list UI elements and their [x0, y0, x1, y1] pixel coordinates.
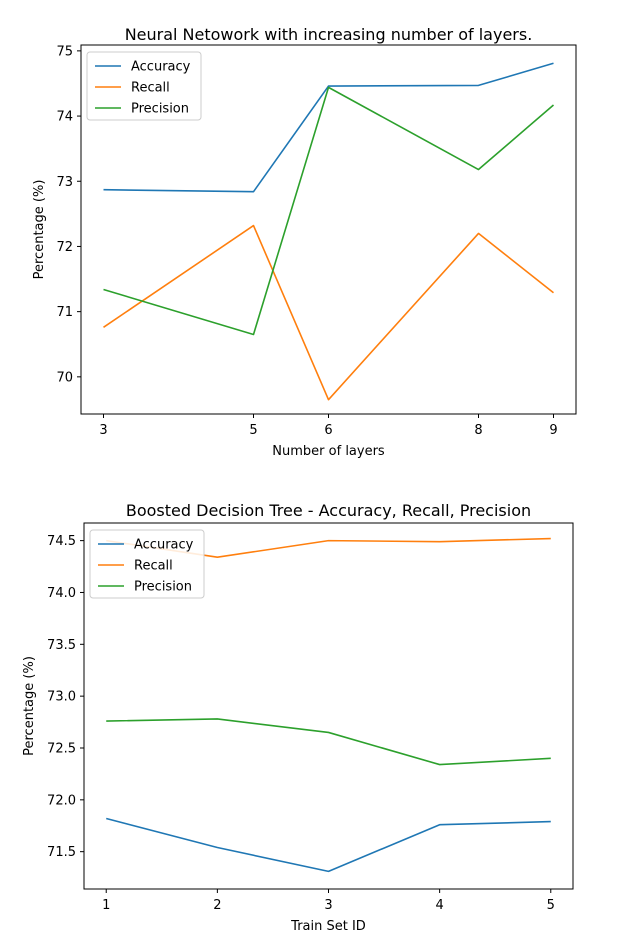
legend-label-accuracy: Accuracy [131, 60, 191, 75]
y-tick-label: 75 [56, 44, 73, 59]
y-tick-label: 71.5 [47, 845, 76, 860]
x-axis-label: Number of layers [272, 444, 385, 459]
y-tick-label: 73 [56, 175, 73, 190]
x-tick-label: 4 [435, 898, 443, 913]
y-axis-label: Percentage (%) [22, 656, 37, 756]
x-axis-label: Train Set ID [290, 919, 366, 934]
neural-network-chart: Neural Netowork with increasing number o… [32, 25, 577, 459]
y-tick-label: 72.0 [47, 793, 76, 808]
x-tick-label: 3 [324, 898, 332, 913]
x-tick-label: 3 [99, 423, 107, 438]
y-tick-label: 71 [56, 305, 73, 320]
y-axis-label: Percentage (%) [32, 180, 47, 280]
chart-title: Boosted Decision Tree - Accuracy, Recall… [126, 501, 531, 520]
y-tick-label: 70 [56, 370, 73, 385]
chart-title: Neural Netowork with increasing number o… [125, 25, 533, 44]
legend-label-recall: Recall [131, 81, 170, 96]
y-tick-label: 72.5 [47, 741, 76, 756]
boosted-decision-tree-chart: Boosted Decision Tree - Accuracy, Recall… [22, 501, 574, 934]
y-tick-label: 74.0 [47, 586, 76, 601]
legend-box [86, 51, 202, 121]
x-tick-label: 6 [324, 423, 332, 438]
y-tick-label: 74.5 [47, 534, 76, 549]
y-tick-label: 73.0 [47, 690, 76, 705]
x-tick-label: 5 [547, 898, 555, 913]
y-tick-label: 72 [56, 240, 73, 255]
x-tick-label: 5 [249, 423, 257, 438]
legend-label-precision: Precision [134, 580, 192, 595]
legend: Accuracy Recall Precision [89, 529, 205, 599]
x-tick-label: 1 [102, 898, 110, 913]
y-tick-label: 74 [56, 110, 73, 125]
legend-label-recall: Recall [134, 559, 173, 574]
legend-box [89, 529, 205, 599]
x-tick-label: 9 [549, 423, 557, 438]
y-tick-label: 73.5 [47, 638, 76, 653]
legend: Accuracy Recall Precision [86, 51, 202, 121]
x-tick-label: 2 [213, 898, 221, 913]
legend-label-precision: Precision [131, 102, 189, 117]
x-tick-label: 8 [474, 423, 482, 438]
legend-label-accuracy: Accuracy [134, 538, 194, 553]
